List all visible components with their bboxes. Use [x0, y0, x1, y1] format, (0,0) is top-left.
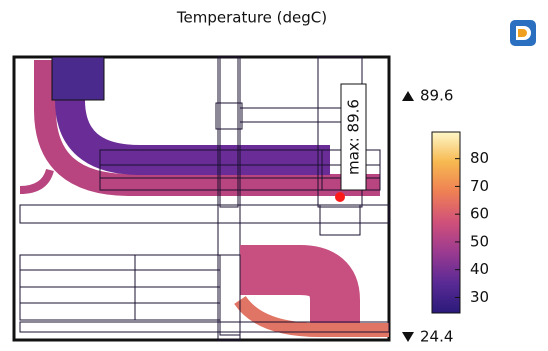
chart: Temperature (degC) max: 89.6 89.6 2 [0, 0, 548, 351]
max-triangle [402, 91, 414, 101]
min-triangle [402, 332, 414, 342]
max-label: 89.6 [420, 87, 453, 105]
colorbar-tick-label: 80 [470, 149, 489, 167]
colorbar-tick-label: 40 [470, 260, 489, 278]
geometry [14, 57, 389, 340]
colorbar-tick-label: 70 [470, 177, 489, 195]
colorbar-tick-label: 50 [470, 232, 489, 250]
annotation: max: 89.6 [345, 99, 363, 175]
colorbar-tick-label: 30 [470, 288, 489, 306]
annotation-box: max: 89.6 [341, 84, 366, 190]
logo [510, 20, 536, 46]
chart-title: Temperature (degC) [176, 9, 327, 27]
page: Temperature (degC) max: 89.6 89.6 2 [0, 0, 548, 351]
colorbar-tick-label: 60 [470, 205, 489, 223]
min-label: 24.4 [420, 328, 453, 346]
max-marker [335, 192, 345, 202]
